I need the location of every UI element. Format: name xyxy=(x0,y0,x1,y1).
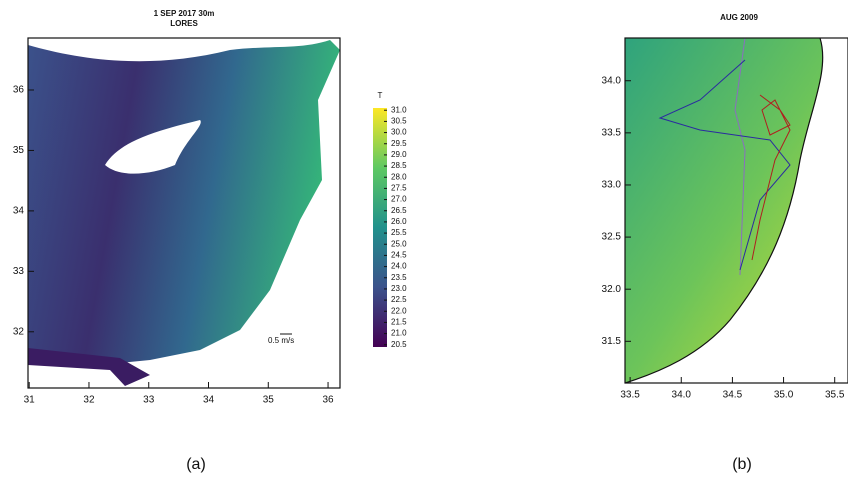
x-tick-label: 31 xyxy=(24,395,36,406)
colorbar-tick-label: 21.0 xyxy=(391,329,407,338)
x-tick-label: 33 xyxy=(143,395,155,406)
x-tick-label: 32 xyxy=(83,395,95,406)
colorbar-tick-label: 29.0 xyxy=(391,150,407,159)
colorbar-tick-label: 21.5 xyxy=(391,318,407,327)
map-a xyxy=(28,38,340,388)
x-tick-label: 36 xyxy=(322,395,334,406)
x-tick-label: 34.5 xyxy=(723,390,743,401)
y-tick-label: 33.5 xyxy=(602,127,622,138)
colorbar-tick-label: 31.0 xyxy=(391,105,407,114)
colorbar xyxy=(373,108,387,347)
axes-frame xyxy=(27,37,341,389)
x-tick-label: 34 xyxy=(203,395,215,406)
colorbar-title: T xyxy=(378,91,383,100)
colorbar-tick-label: 27.0 xyxy=(391,195,407,204)
map-title: AUG 2009 xyxy=(720,13,758,22)
x-tick-label: 33.5 xyxy=(620,390,640,401)
colorbar-tick-label: 22.5 xyxy=(391,295,407,304)
y-tick-label: 32.5 xyxy=(602,232,622,243)
colorbar-tick-label: 25.5 xyxy=(391,228,407,237)
colorbar-tick-label: 26.5 xyxy=(391,206,407,215)
colorbar-tick-label: 29.5 xyxy=(391,139,407,148)
colorbar-tick-label: 20.5 xyxy=(391,340,407,349)
panel-caption: (b) xyxy=(732,456,752,473)
x-tick-label: 35 xyxy=(263,395,275,406)
colorbar-tick-label: 23.0 xyxy=(391,284,407,293)
colorbar-tick-label: 30.5 xyxy=(391,117,407,126)
colorbar-tick-label: 24.0 xyxy=(391,262,407,271)
x-tick-label: 35.0 xyxy=(774,390,794,401)
map-title: 1 SEP 2017 30m xyxy=(154,9,215,18)
colorbar-tick-label: 26.0 xyxy=(391,217,407,226)
y-tick-label: 32.0 xyxy=(602,284,622,295)
x-tick-label: 34.0 xyxy=(672,390,692,401)
y-tick-label: 32 xyxy=(13,326,25,337)
colorbar-tick-label: 25.0 xyxy=(391,239,407,248)
colorbar-tick-label: 24.5 xyxy=(391,251,407,260)
colorbar-tick-label: 23.5 xyxy=(391,273,407,282)
y-tick-label: 34 xyxy=(13,206,25,217)
x-tick-label: 35.5 xyxy=(825,390,845,401)
y-tick-label: 35 xyxy=(13,145,25,156)
colorbar-tick-label: 22.0 xyxy=(391,306,407,315)
y-tick-label: 33.0 xyxy=(602,180,622,191)
colorbar-tick-label: 30.0 xyxy=(391,128,407,137)
scale-annotation: 0.5 m/s xyxy=(268,336,294,345)
y-tick-label: 33 xyxy=(13,266,25,277)
y-tick-label: 36 xyxy=(13,85,25,96)
colorbar-tick-label: 28.5 xyxy=(391,161,407,170)
y-tick-label: 34.0 xyxy=(602,75,622,86)
map-subtitle: LORES xyxy=(170,19,198,28)
colorbar-tick-label: 28.0 xyxy=(391,172,407,181)
axes-frame xyxy=(624,37,848,384)
panel-caption: (a) xyxy=(186,456,206,473)
colorbar-tick-label: 27.5 xyxy=(391,184,407,193)
map-b xyxy=(624,37,848,384)
y-tick-label: 31.5 xyxy=(602,336,622,347)
